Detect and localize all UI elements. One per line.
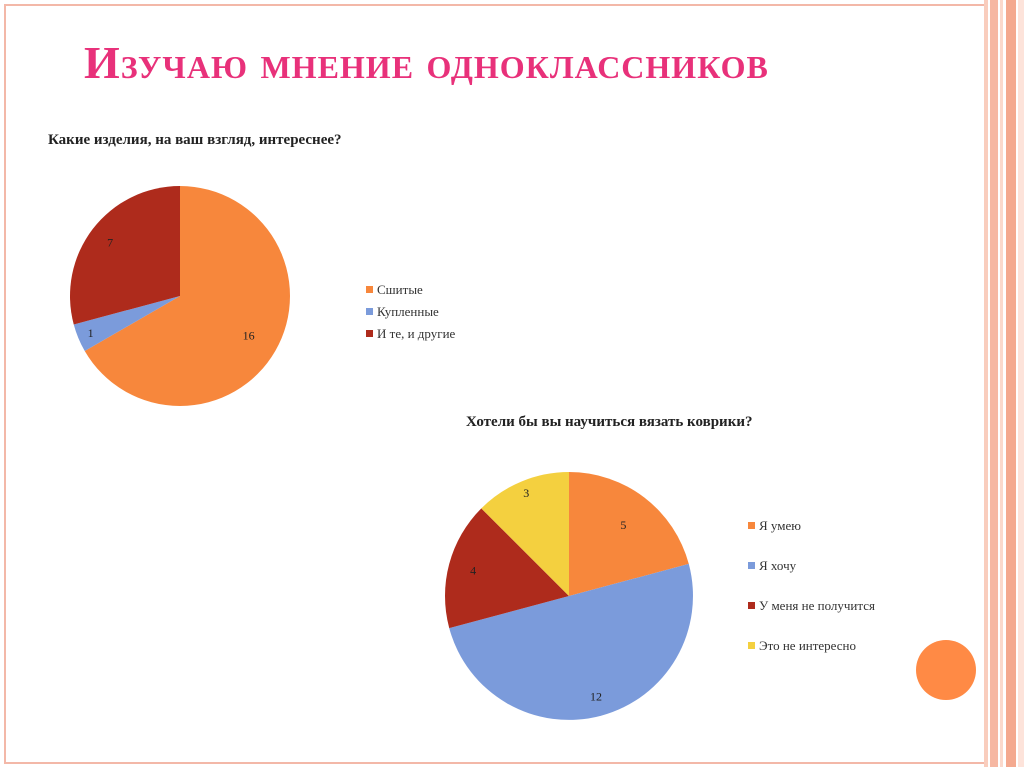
pie-slice	[445, 508, 569, 629]
legend-item: Я умею	[748, 518, 801, 534]
legend-swatch	[748, 602, 755, 609]
decorative-stripes	[984, 0, 1024, 767]
frame-top-line	[4, 4, 986, 6]
legend-item: И те, и другие	[366, 326, 455, 342]
chart1-title: Какие изделия, на ваш взгляд, интереснее…	[48, 132, 342, 148]
data-label: 5	[620, 518, 626, 532]
chart2-title: Хотели бы вы научиться вязать коврики?	[466, 414, 753, 430]
legend-swatch	[748, 562, 755, 569]
chart1-legend: Сшитые Купленные И те, и другие	[366, 282, 526, 352]
pie-slice	[73, 296, 180, 351]
chart2-pie: 5 12 4 3	[445, 472, 693, 720]
frame-bottom-line	[4, 762, 986, 764]
data-label: 12	[590, 690, 602, 704]
legend-swatch	[748, 522, 755, 529]
decorative-circle	[916, 640, 976, 700]
legend-swatch	[366, 308, 373, 315]
data-label: 16	[243, 329, 255, 343]
legend-label: Я умею	[759, 518, 801, 533]
legend-label: Сшитые	[377, 282, 423, 297]
data-label: 3	[523, 486, 529, 500]
pie-slice	[449, 563, 693, 720]
legend-item: Купленные	[366, 304, 439, 320]
legend-label: Это не интересно	[759, 638, 857, 653]
slide-title: Изучаю мнение одноклассников	[84, 37, 769, 88]
pie-slice	[569, 472, 689, 596]
pie-slice	[70, 186, 180, 325]
legend-item: Сшитые	[366, 282, 423, 298]
chart2-legend: Я умею Я хочу У меня не получится Это не ин…	[748, 518, 928, 658]
pie-slice	[481, 472, 569, 596]
legend-label: И те, и другие	[377, 326, 456, 341]
data-label: 4	[470, 563, 476, 577]
data-label: 7	[107, 235, 113, 249]
legend-item: Это не интересно	[748, 638, 856, 654]
legend-label: Купленные	[377, 304, 439, 319]
legend-label: У меня не получится	[759, 598, 875, 613]
legend-swatch	[366, 286, 373, 293]
legend-label: Я хочу	[759, 558, 797, 573]
legend-swatch	[748, 642, 755, 649]
legend-swatch	[366, 330, 373, 337]
frame-left-line	[4, 4, 6, 764]
legend-item: Я хочу	[748, 558, 796, 574]
legend-item: У меня не получится	[748, 598, 875, 614]
pie-slice	[84, 186, 290, 406]
data-label: 1	[88, 326, 94, 340]
